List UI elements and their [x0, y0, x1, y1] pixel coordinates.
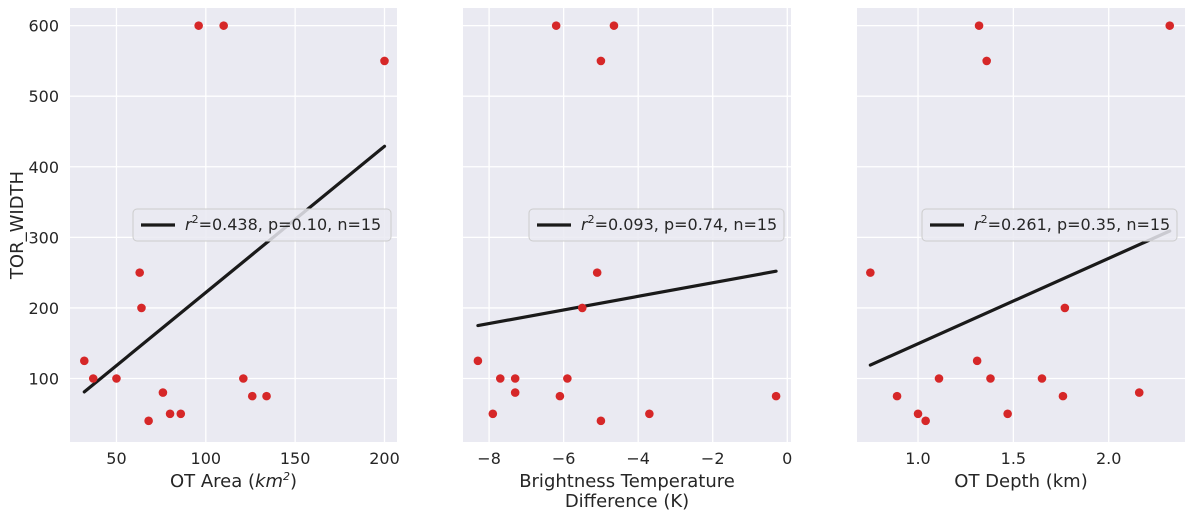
y-tick-label: 300: [28, 228, 59, 247]
x-tick-label: 150: [280, 449, 311, 468]
y-tick-label: 500: [28, 87, 59, 106]
x-tick-label: −2: [701, 449, 725, 468]
subplot-3: 1.0 1.5 2.0 OT Depth (km) r2=0.261, p=0.35, …: [857, 8, 1185, 492]
scatter-point: [596, 416, 606, 426]
y-tick-label: 400: [28, 158, 59, 177]
scatter-point: [79, 356, 89, 366]
scatter-point: [645, 409, 654, 419]
scatter-point: [972, 356, 982, 366]
regression-line: [868, 229, 1172, 367]
x-tick-label: 1.5: [1001, 449, 1026, 468]
legend-label: r2=0.261, p=0.35, n=15: [974, 213, 1170, 234]
scatter-point: [892, 391, 902, 401]
x-tick-label: 100: [191, 449, 222, 468]
scatter-point: [577, 303, 587, 313]
regression-line: [82, 144, 387, 394]
scatter-point: [135, 268, 144, 277]
legend-box: [921, 208, 1178, 242]
scatter-point: [380, 56, 389, 66]
scatter-point: [974, 21, 984, 30]
scatter-point: [239, 374, 248, 383]
scatter-point: [510, 388, 520, 397]
legend-box: [528, 208, 785, 242]
regression-line: [476, 269, 778, 328]
y-axis-label: TOR_WIDTH: [7, 171, 28, 280]
scatter-point: [609, 21, 619, 30]
x-axis-label: OT Area (km2): [170, 470, 297, 492]
scatter-point: [982, 56, 991, 66]
scatter-point: [137, 303, 146, 313]
scatter-point: [112, 374, 121, 383]
scatter-point: [262, 391, 271, 401]
y-tick-label: 200: [28, 299, 59, 318]
x-tick-label: 2.0: [1096, 449, 1121, 468]
scatter-point: [495, 374, 505, 383]
subplot-1: 100 200 300 400 500 600 50 100 150 200 OT Area (km…: [7, 8, 400, 492]
scatter-point: [1037, 374, 1047, 383]
x-tick-label: 200: [369, 449, 400, 468]
x-tick-label: −6: [552, 449, 576, 468]
x-axis-label: OT Depth (km): [954, 471, 1087, 492]
scatter-point: [219, 21, 228, 30]
scatter-point: [88, 374, 98, 383]
scatter-point: [563, 374, 572, 383]
scatter-point: [473, 356, 483, 366]
scatter-point: [1165, 21, 1175, 30]
subplot-2: −8 −6 −4 −2 0 Brightness TemperatureDifferenc…: [463, 8, 792, 512]
x-axis-label: Brightness Temperature: [519, 471, 735, 492]
scatter-point: [176, 409, 186, 419]
scatter-point: [165, 409, 175, 419]
y-tick-label: 600: [28, 17, 59, 36]
scatter-point: [144, 416, 153, 426]
scatter-point: [510, 374, 520, 383]
scatter-point: [986, 374, 995, 383]
scatter-point: [158, 388, 168, 397]
scatter-point: [913, 409, 923, 419]
scatter-point: [771, 391, 781, 401]
legend-label: r2=0.093, p=0.74, n=15: [581, 213, 777, 234]
scatter-point: [921, 416, 930, 426]
scatter-point: [551, 21, 561, 30]
scatter-point: [596, 56, 606, 66]
legend: r2=0.093, p=0.74, n=15: [528, 208, 785, 242]
scatter-point: [1134, 388, 1144, 397]
scatter-point: [194, 21, 203, 30]
scatter-point: [1060, 303, 1070, 313]
x-tick-label: 50: [106, 449, 126, 468]
x-tick-label: −4: [626, 449, 650, 468]
scatter-point: [934, 374, 944, 383]
scatter-point: [866, 268, 875, 277]
scatter-point: [488, 409, 498, 419]
x-tick-label: −8: [477, 449, 501, 468]
scatter-point: [1058, 391, 1068, 401]
legend-box: [132, 208, 392, 242]
legend: r2=0.261, p=0.35, n=15: [921, 208, 1178, 242]
x-axis-label-line2: Difference (K): [565, 491, 689, 512]
x-tick-label: 0: [782, 449, 792, 468]
x-tick-label: 1.0: [905, 449, 930, 468]
scatter-point: [592, 268, 602, 277]
scatter-point: [1003, 409, 1012, 419]
scatter-point: [247, 391, 257, 401]
legend: r2=0.438, p=0.10, n=15: [132, 208, 392, 242]
legend-label: r2=0.438, p=0.10, n=15: [185, 213, 381, 234]
scatter-point: [555, 391, 565, 401]
y-tick-label: 100: [28, 369, 59, 388]
